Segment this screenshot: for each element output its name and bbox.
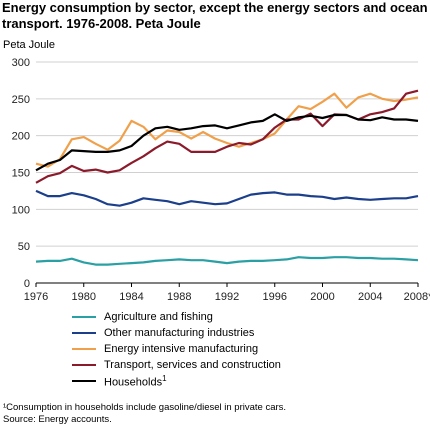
- legend-label: Transport, services and construction: [104, 359, 281, 371]
- series-line-transport-services-and-construction: [35, 89, 419, 184]
- x-tick-label: 1980: [72, 291, 96, 303]
- x-tick-label: 2008*: [404, 291, 430, 303]
- legend-item-transport-services-and-construction: Transport, services and construction: [72, 357, 281, 373]
- x-tick-label: 2000: [310, 291, 334, 303]
- x-tick-label: 1992: [215, 291, 239, 303]
- footnote-marker: 1: [162, 373, 167, 383]
- legend-label: Other manufacturing industries: [104, 327, 255, 339]
- legend-swatch: [72, 364, 96, 366]
- y-tick-label: 50: [18, 241, 30, 253]
- legend-item-energy-intensive-manufacturing: Energy intensive manufacturing: [72, 341, 281, 357]
- legend: Agriculture and fishing Other manufacturi…: [72, 309, 281, 389]
- series-line-agriculture-and-fishing: [35, 256, 419, 266]
- x-tick-label: 2004: [358, 291, 382, 303]
- legend-label: Agriculture and fishing: [104, 311, 213, 323]
- source-note: Source: Energy accounts.: [3, 414, 112, 425]
- series-line-energy-intensive-manufacturing: [35, 92, 419, 168]
- x-tick-label: 1976: [24, 291, 48, 303]
- legend-swatch: [72, 380, 96, 382]
- series-line-households: [35, 113, 419, 172]
- y-tick-label: 300: [12, 57, 30, 69]
- legend-item-households: Households1: [72, 373, 281, 389]
- x-tick-label: 1984: [119, 291, 143, 303]
- legend-label: Energy intensive manufacturing: [104, 343, 259, 355]
- y-unit-label: Peta Joule: [3, 39, 55, 51]
- legend-label: Households1: [104, 373, 167, 389]
- x-tick-label: 1988: [167, 291, 191, 303]
- legend-swatch: [72, 348, 96, 350]
- y-tick-label: 0: [24, 278, 30, 290]
- chart-title: Energy consumption by sector, except the…: [2, 0, 428, 31]
- y-tick-label: 100: [12, 204, 30, 216]
- series-line-other-manufacturing-industries: [35, 189, 419, 207]
- footnote: ¹Consumption in households include gasol…: [3, 402, 286, 426]
- legend-item-agriculture-and-fishing: Agriculture and fishing: [72, 309, 281, 325]
- footnote-households: ¹Consumption in households include gasol…: [3, 402, 287, 413]
- y-tick-label: 200: [12, 131, 30, 143]
- y-tick-label: 150: [12, 168, 30, 180]
- legend-swatch: [72, 332, 96, 334]
- x-tick-label: 1996: [263, 291, 287, 303]
- legend-item-other-manufacturing-industries: Other manufacturing industries: [72, 325, 281, 341]
- legend-swatch: [72, 316, 96, 318]
- y-tick-label: 250: [12, 94, 30, 106]
